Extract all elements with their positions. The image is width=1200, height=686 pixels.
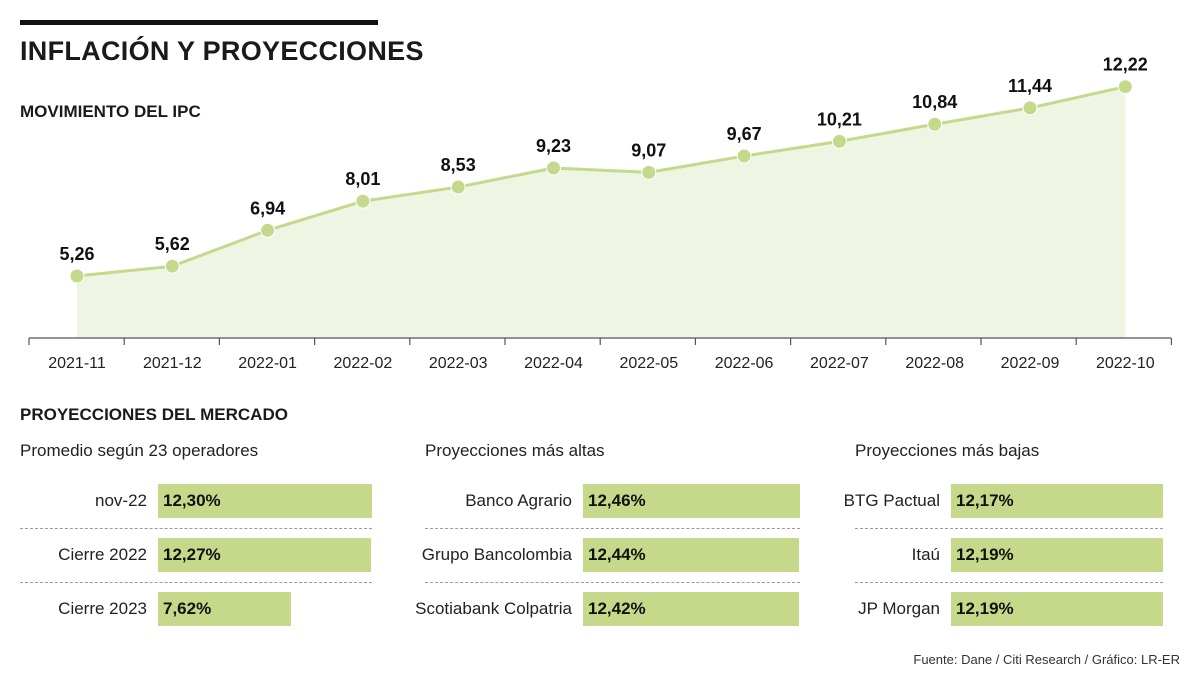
row-label: JP Morgan <box>858 599 940 618</box>
ipc-data-label: 9,67 <box>727 124 762 144</box>
ipc-data-label: 5,62 <box>155 234 190 254</box>
ipc-series-line <box>76 85 1126 278</box>
row-divider <box>20 582 372 583</box>
ipc-line-chart: 5,26 2021-11 5,62 2021-12 6,94 2022-01 8,01 202… <box>28 55 1173 372</box>
projection-bar <box>158 484 372 518</box>
bar-value: 12,46% <box>588 491 646 510</box>
row-label: Itaú <box>911 545 940 564</box>
x-tick-label: 2022-10 <box>1096 355 1155 372</box>
x-tick-label: 2022-01 <box>238 355 297 372</box>
ipc-data-label: 9,07 <box>631 140 666 160</box>
row-label: Banco Agrario <box>465 491 572 510</box>
chart-subtitle: MOVIMIENTO DEL IPC <box>20 102 201 121</box>
x-tick-label: 2022-08 <box>905 355 964 372</box>
bar-value: 12,27% <box>163 545 221 564</box>
projection-bar <box>951 484 1163 518</box>
ipc-data-label: 12,22 <box>1103 55 1148 75</box>
ipc-data-label: 10,84 <box>912 92 957 112</box>
ipc-area <box>77 86 1126 338</box>
row-divider <box>425 582 800 583</box>
ipc-data-label: 6,94 <box>250 198 285 218</box>
row-label: Cierre 2022 <box>58 545 147 564</box>
row-divider <box>855 528 1163 529</box>
ipc-data-label: 8,01 <box>345 169 380 189</box>
x-tick-label: 2022-03 <box>429 355 488 372</box>
ipc-data-point <box>450 179 466 195</box>
ipc-data-point <box>164 258 180 274</box>
row-label: Cierre 2023 <box>58 599 147 618</box>
projection-bar <box>583 484 800 518</box>
x-tick-label: 2022-07 <box>810 355 869 372</box>
ipc-data-point <box>927 116 943 132</box>
projections-title: PROYECCIONES DEL MERCADO <box>20 405 288 424</box>
x-tick-label: 2021-11 <box>48 355 106 372</box>
x-tick-label: 2021-12 <box>143 355 202 372</box>
group-title: Promedio según 23 operadores <box>20 441 259 460</box>
x-tick-label: 2022-09 <box>1001 355 1060 372</box>
ipc-data-label: 9,23 <box>536 136 571 156</box>
ipc-data-point <box>831 133 847 149</box>
row-label: Scotiabank Colpatria <box>415 599 572 618</box>
projection-bar <box>951 538 1163 572</box>
ipc-data-label: 11,44 <box>1008 76 1052 96</box>
bar-value: 7,62% <box>163 599 212 618</box>
ipc-data-label: 8,53 <box>441 155 476 175</box>
group-title: Proyecciones más bajas <box>855 441 1040 460</box>
row-divider <box>20 528 372 529</box>
projection-bar <box>951 592 1163 626</box>
row-label: nov-22 <box>95 491 147 510</box>
group-title: Proyecciones más altas <box>425 441 605 460</box>
row-divider <box>425 528 800 529</box>
bar-value: 12,30% <box>163 491 221 510</box>
ipc-data-label: 10,21 <box>817 109 862 129</box>
x-tick-label: 2022-06 <box>715 355 774 372</box>
bar-value: 12,42% <box>588 599 646 618</box>
ipc-data-point <box>546 160 561 176</box>
ipc-data-point <box>260 222 276 238</box>
ipc-data-point <box>736 148 752 164</box>
ipc-data-point <box>641 164 657 180</box>
bar-value: 12,19% <box>956 599 1014 618</box>
projection-bar <box>583 538 799 572</box>
row-label: BTG Pactual <box>843 491 940 510</box>
ipc-data-point <box>355 193 371 209</box>
ipc-data-point <box>69 268 85 284</box>
projection-bar <box>583 592 799 626</box>
bar-value: 12,19% <box>956 545 1014 564</box>
ipc-data-label: 5,26 <box>59 244 94 264</box>
projection-bar <box>158 592 291 626</box>
bar-value: 12,44% <box>588 545 646 564</box>
row-label: Grupo Bancolombia <box>421 545 572 564</box>
projection-bar <box>158 538 371 572</box>
source-note: Fuente: Dane / Citi Research / Gráfico: … <box>913 652 1180 667</box>
x-tick-label: 2022-02 <box>334 355 393 372</box>
ipc-data-point <box>1117 79 1133 95</box>
row-divider <box>855 582 1163 583</box>
page-title: INFLACIÓN Y PROYECCIONES <box>20 36 424 66</box>
x-tick-label: 2022-05 <box>619 355 678 372</box>
bar-value: 12,17% <box>956 491 1014 510</box>
ipc-data-point <box>1022 100 1038 116</box>
x-tick-label: 2022-04 <box>524 355 583 372</box>
title-rule <box>20 20 378 25</box>
